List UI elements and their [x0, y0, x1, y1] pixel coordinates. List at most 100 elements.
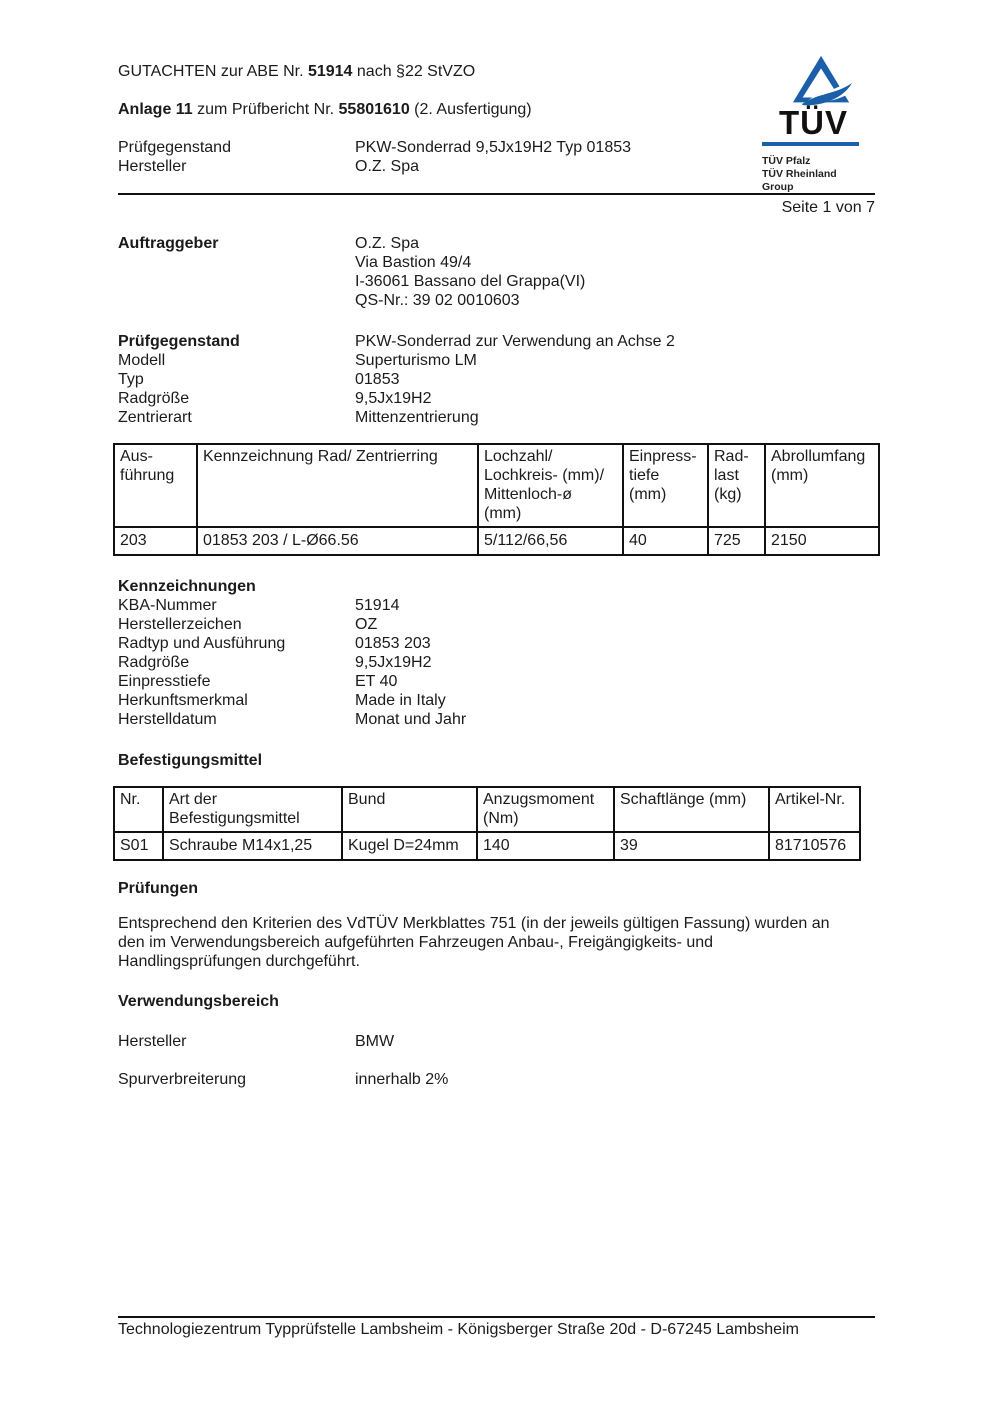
- intro-row-manufacturer: Hersteller O.Z. Spa: [118, 157, 875, 176]
- tuv-org-line2: TÜV Rheinland Group: [762, 168, 837, 193]
- scope-row-track: Spurverbreiterung innerhalb 2%: [118, 1070, 875, 1089]
- tuv-blue-rule: [762, 142, 859, 146]
- cell-artikelnr: 81710576: [768, 831, 861, 861]
- radtyp-label: Radtyp und Ausführung: [118, 635, 286, 652]
- col-einpresstiefe: Einpress- tiefe (mm): [622, 443, 709, 528]
- subtitle-mid: zum Prüfbericht Nr.: [192, 101, 339, 118]
- fastener-table-data-row: S01 Schraube M14x1,25 Kugel D=24mm 140 3…: [113, 831, 861, 861]
- title-pre: GUTACHTEN zur ABE Nr.: [118, 63, 308, 80]
- herstelldatum-label: Herstelldatum: [118, 711, 217, 728]
- type-value: 01853: [355, 371, 400, 388]
- einpresstiefe-value: ET 40: [355, 673, 398, 690]
- col-art: Art der Befestigungsmittel: [162, 786, 343, 833]
- herstellerzeichen-label: Herstellerzeichen: [118, 616, 242, 633]
- fastener-table-header-row: Nr. Art der Befestigungsmittel Bund Anzu…: [113, 786, 861, 833]
- radtyp-value: 01853 203: [355, 635, 431, 652]
- wheel-table-data-row: 203 01853 203 / L-Ø66.56 5/112/66,56 40 …: [113, 526, 880, 556]
- marking-row-einpresstiefe: Einpresstiefe ET 40: [118, 672, 875, 691]
- scope-row-manufacturer: Hersteller BMW: [118, 1032, 875, 1051]
- radgroesse-value: 9,5Jx19H2: [355, 654, 432, 671]
- wheelsize-value: 9,5Jx19H2: [355, 390, 432, 407]
- client-section: Auftraggeber O.Z. Spa Via Bastion 49/4 I…: [118, 234, 875, 310]
- scope-manufacturer-label: Hersteller: [118, 1033, 187, 1050]
- header-divider: [118, 193, 875, 195]
- col-abrollumfang: Abrollumfang (mm): [764, 443, 880, 528]
- model-label: Modell: [118, 352, 166, 369]
- title-post: nach §22 StVZO: [352, 63, 476, 80]
- col-nr: Nr.: [113, 786, 164, 833]
- tests-paragraph: Entsprechend den Kriterien des VdTÜV Mer…: [118, 915, 830, 970]
- tuv-triangle-icon: [792, 55, 853, 108]
- subject-row-type: Typ 01853: [118, 370, 875, 389]
- col-radlast: Rad- last (kg): [707, 443, 766, 528]
- tuv-org-name: TÜV Pfalz TÜV Rheinland Group: [762, 155, 859, 194]
- marking-row-radgroesse: Radgröße 9,5Jx19H2: [118, 653, 875, 672]
- cell-nr: S01: [113, 831, 164, 861]
- subject-row-wheelsize: Radgröße 9,5Jx19H2: [118, 389, 875, 408]
- cell-schaftlaenge: 39: [613, 831, 770, 861]
- subject-label: Prüfgegenstand: [118, 333, 240, 350]
- marking-row-herstellerzeichen: Herstellerzeichen OZ: [118, 615, 875, 634]
- wheel-table-header-row: Aus- führung Kennzeichnung Rad/ Zentrier…: [113, 443, 880, 528]
- herkunft-label: Herkunftsmerkmal: [118, 692, 248, 709]
- marking-row-herstelldatum: Herstelldatum Monat und Jahr: [118, 710, 875, 729]
- markings-heading: Kennzeichnungen: [118, 578, 256, 595]
- fastener-table: Nr. Art der Befestigungsmittel Bund Anzu…: [113, 786, 861, 861]
- intro-manufacturer-value: O.Z. Spa: [355, 158, 420, 175]
- radgroesse-label: Radgröße: [118, 654, 190, 671]
- wheelsize-label: Radgröße: [118, 390, 190, 407]
- client-address: O.Z. Spa Via Bastion 49/4 I-36061 Bassan…: [355, 235, 586, 309]
- col-ausfuehrung: Aus- führung: [113, 443, 198, 528]
- wheel-spec-table: Aus- führung Kennzeichnung Rad/ Zentrier…: [113, 443, 880, 556]
- herstellerzeichen-value: OZ: [355, 616, 378, 633]
- col-kennzeichnung: Kennzeichnung Rad/ Zentrierring: [196, 443, 479, 528]
- cell-ausfuehrung: 203: [113, 526, 198, 556]
- tuv-logo: TÜV TÜV Pfalz TÜV Rheinland Group: [762, 54, 859, 194]
- type-label: Typ: [118, 371, 144, 388]
- subject-value: PKW-Sonderrad zur Verwendung an Achse 2: [355, 333, 675, 350]
- tuv-wordmark: TÜV: [779, 104, 848, 141]
- doc-title: GUTACHTEN zur ABE Nr. 51914 nach §22 StV…: [118, 62, 875, 81]
- client-label: Auftraggeber: [118, 235, 219, 252]
- intro-manufacturer-label: Hersteller: [118, 158, 187, 175]
- marking-row-herkunft: Herkunftsmerkmal Made in Italy: [118, 691, 875, 710]
- col-anzugsmoment: Anzugsmoment (Nm): [476, 786, 615, 833]
- herstelldatum-value: Monat und Jahr: [355, 711, 467, 728]
- kba-value: 51914: [355, 597, 400, 614]
- col-lochzahl: Lochzahl/ Lochkreis- (mm)/ Mittenloch-ø …: [477, 443, 624, 528]
- cell-abrollumfang: 2150: [764, 526, 880, 556]
- scope-manufacturer-value: BMW: [355, 1033, 395, 1050]
- subject-row-main: Prüfgegenstand PKW-Sonderrad zur Verwend…: [118, 332, 875, 351]
- model-value: Superturismo LM: [355, 352, 477, 369]
- footer-divider: [118, 1316, 875, 1318]
- col-artikelnr: Artikel-Nr.: [768, 786, 861, 833]
- subject-section: Prüfgegenstand PKW-Sonderrad zur Verwend…: [118, 332, 875, 427]
- intro-row-subject: Prüfgegenstand PKW-Sonderrad 9,5Jx19H2 T…: [118, 138, 875, 157]
- intro-subject-label: Prüfgegenstand: [118, 139, 231, 156]
- subject-row-model: Modell Superturismo LM: [118, 351, 875, 370]
- intro-subject-value: PKW-Sonderrad 9,5Jx19H2 Typ 01853: [355, 139, 632, 156]
- scope-heading: Verwendungsbereich: [118, 993, 279, 1010]
- fasteners-heading: Befestigungsmittel: [118, 752, 263, 769]
- cell-art: Schraube M14x1,25: [162, 831, 343, 861]
- doc-subtitle: Anlage 11 zum Prüfbericht Nr. 55801610 (…: [118, 100, 875, 119]
- cell-kennzeichnung: 01853 203 / L-Ø66.56: [196, 526, 479, 556]
- cell-radlast: 725: [707, 526, 766, 556]
- centering-value: Mittenzentrierung: [355, 409, 479, 426]
- scope-track-label: Spurverbreiterung: [118, 1071, 247, 1088]
- report-number: 55801610: [338, 101, 410, 118]
- page-footer: Technologiezentrum Typprüfstelle Lambshe…: [118, 1316, 875, 1339]
- page-number: Seite 1 von 7: [781, 199, 875, 216]
- cell-bund: Kugel D=24mm: [341, 831, 478, 861]
- einpresstiefe-label: Einpresstiefe: [118, 673, 211, 690]
- markings-section: Kennzeichnungen KBA-Nummer 51914 Herstel…: [118, 577, 875, 729]
- subtitle-post: (2. Ausfertigung): [409, 101, 532, 118]
- col-schaftlaenge: Schaftlänge (mm): [613, 786, 770, 833]
- marking-row-kba: KBA-Nummer 51914: [118, 596, 875, 615]
- centering-label: Zentrierart: [118, 409, 192, 426]
- scope-track-value: innerhalb 2%: [355, 1071, 449, 1088]
- subject-row-centering: Zentrierart Mittenzentrierung: [118, 408, 875, 427]
- cell-anzugsmoment: 140: [476, 831, 615, 861]
- tuv-org-line1: TÜV Pfalz: [762, 155, 811, 167]
